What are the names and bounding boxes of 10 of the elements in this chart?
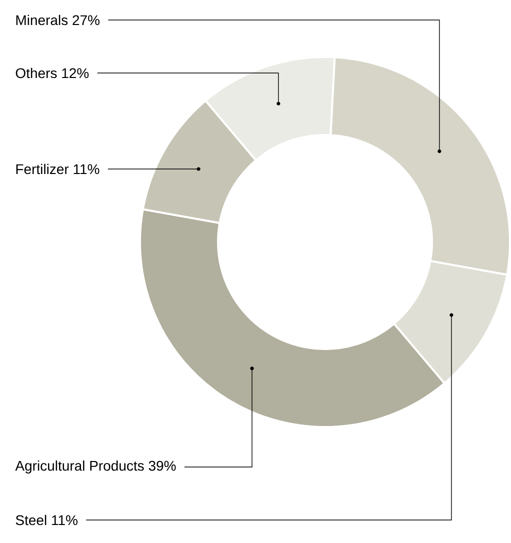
slice-label: Fertilizer [16, 164, 69, 174]
data-label: 39% [148, 460, 176, 471]
data-label: 11% [52, 515, 78, 526]
data-label: 11% [74, 164, 100, 174]
slice-label: Steel [16, 514, 46, 526]
data-label: 12% [62, 68, 89, 78]
slice-label: Agricultural Products [15, 460, 144, 474]
data-label: 27% [72, 15, 100, 26]
slice-label: Minerals [16, 14, 68, 26]
slice-label: Others [16, 68, 57, 78]
